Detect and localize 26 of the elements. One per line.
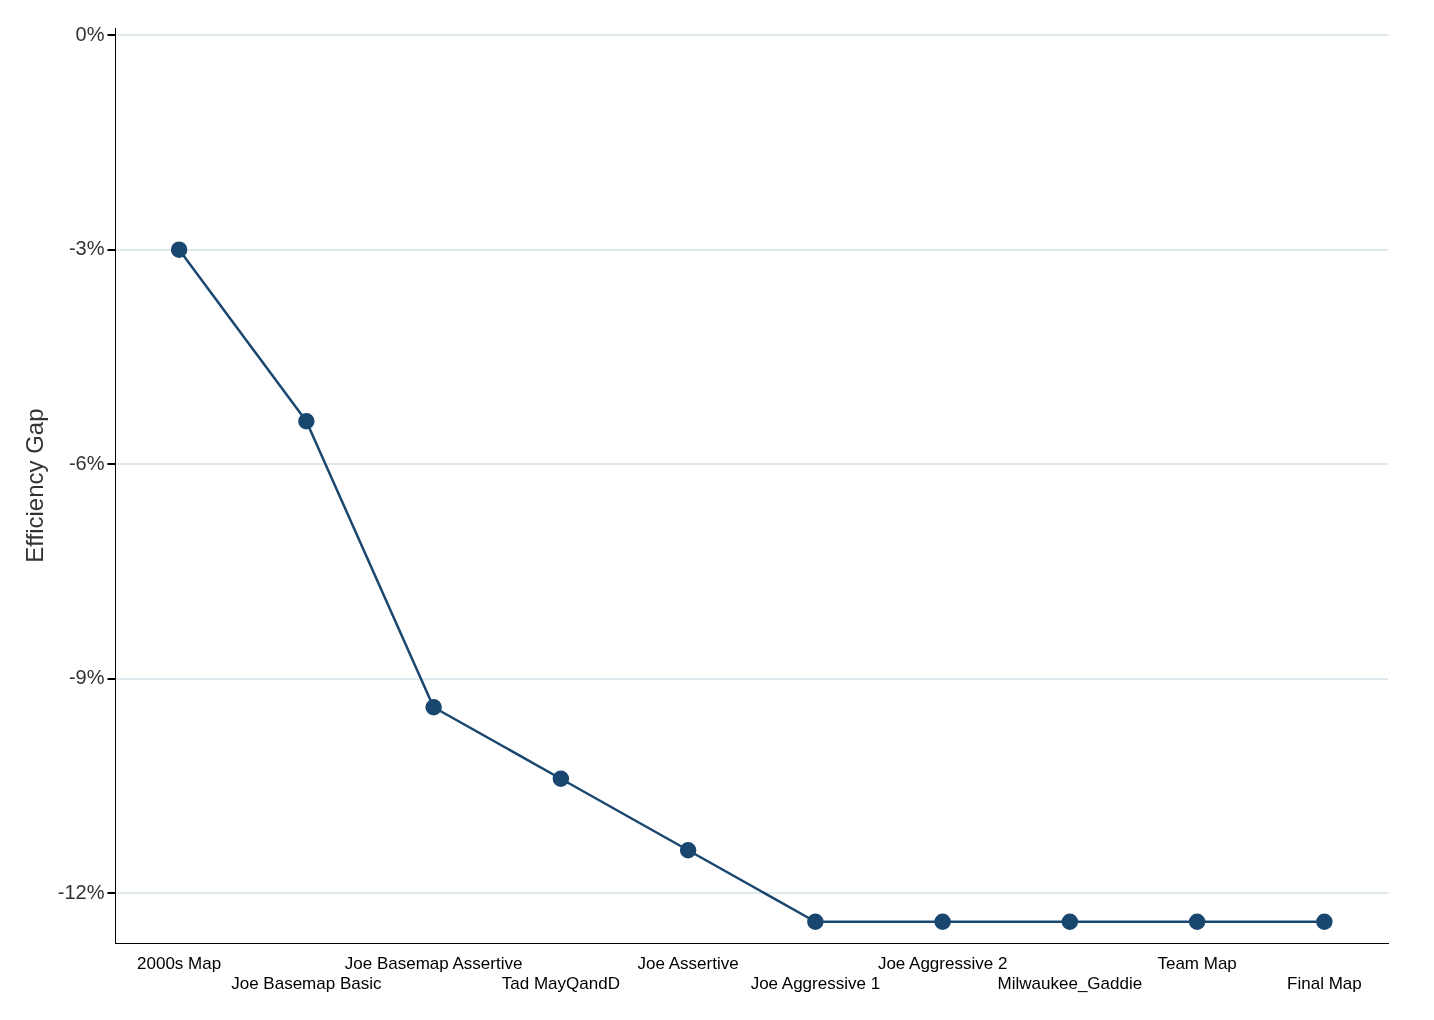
y-tick-label: 0% bbox=[75, 22, 105, 45]
point bbox=[170, 241, 188, 258]
y-tick-label: -6% bbox=[68, 451, 105, 474]
x-tick-label: Tad MayQandD bbox=[501, 974, 620, 994]
x-tick-label: 2000s Map bbox=[137, 954, 222, 974]
point bbox=[552, 770, 570, 787]
point bbox=[425, 699, 442, 716]
point bbox=[1188, 913, 1206, 930]
point bbox=[934, 913, 951, 930]
y-tick-label: -12% bbox=[57, 880, 105, 903]
x-tick-label: Milwaukee_Gaddie bbox=[997, 974, 1143, 994]
x-tick-label: Final Map bbox=[1287, 974, 1362, 994]
y-tick-label: -3% bbox=[68, 237, 105, 260]
y-axis-title: Efficiency Gap bbox=[21, 408, 49, 563]
point bbox=[679, 842, 697, 859]
y-tick-label: -9% bbox=[68, 666, 105, 689]
x-tick-label: Team Map bbox=[1157, 954, 1237, 974]
x-tick-label: Joe Basemap Assertive bbox=[344, 954, 523, 974]
point bbox=[298, 413, 315, 430]
x-tick-label: Joe Assertive bbox=[637, 954, 739, 974]
point bbox=[1316, 913, 1333, 930]
x-tick-label: Joe Aggressive 1 bbox=[750, 974, 881, 994]
x-tick-label: Joe Aggressive 2 bbox=[877, 954, 1008, 974]
point bbox=[807, 913, 824, 930]
x-tick-label: Joe Basemap Basic bbox=[231, 974, 382, 994]
point bbox=[1061, 913, 1079, 930]
